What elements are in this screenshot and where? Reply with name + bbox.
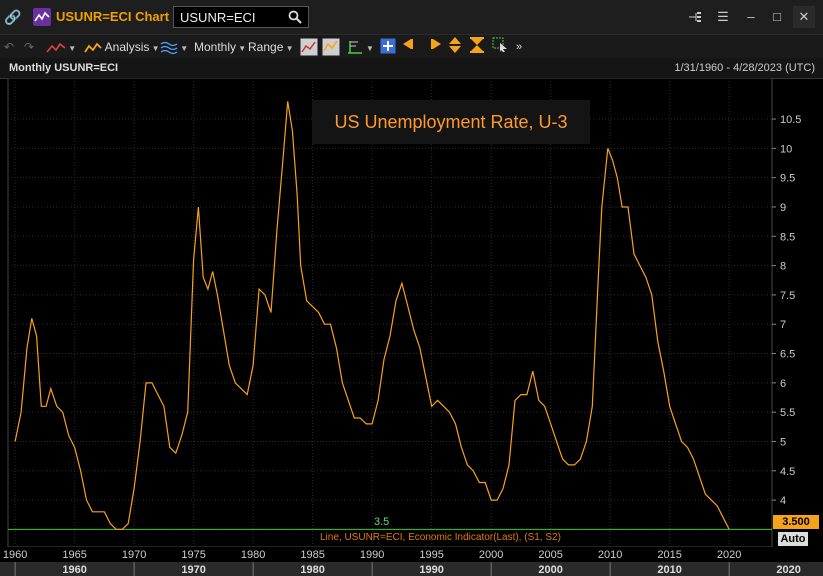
x-tick-label: 2020 xyxy=(717,549,741,561)
chart-header: Monthly USUNR=ECI 1/31/1960 - 4/28/2023 … xyxy=(0,58,823,79)
chevron-down-icon: ▼ xyxy=(236,44,247,53)
chart-app-icon xyxy=(33,8,51,26)
security-search-input[interactable] xyxy=(180,9,280,25)
chevron-down-icon[interactable]: ▼ xyxy=(366,44,374,53)
chart-date-range: 1/31/1960 - 4/28/2023 (UTC) xyxy=(674,62,815,74)
compare-chart-icon[interactable] xyxy=(322,38,340,58)
decade-label: 2010 xyxy=(657,564,681,576)
window-title: USUNR=ECI Chart xyxy=(56,9,170,24)
x-tick-label: 1980 xyxy=(241,549,265,561)
y-tick-label: 9 xyxy=(780,202,786,214)
x-tick-label: 1985 xyxy=(300,549,324,561)
decade-label: 1990 xyxy=(419,564,443,576)
range-label: Range xyxy=(248,40,284,54)
scroll-right-icon[interactable] xyxy=(424,37,442,57)
x-tick-label: 2000 xyxy=(479,549,503,561)
x-tick-label: 2015 xyxy=(657,549,681,561)
y-tick-label: 7 xyxy=(780,319,786,331)
chart-toolbar: ↶ ↷ ▼ Analysis ▼ ▼ Monthly ▼ Range ▼ ▼ xyxy=(0,34,823,59)
y-tick-label: 5 xyxy=(780,436,786,448)
y-tick-label: 8.5 xyxy=(780,231,795,243)
scroll-left-icon[interactable] xyxy=(402,37,420,57)
y-tick-label: 4 xyxy=(780,495,786,507)
decade-label: 1970 xyxy=(181,564,205,576)
undo-icon[interactable]: ↶ xyxy=(4,40,15,54)
select-cursor-icon[interactable] xyxy=(492,37,508,57)
zoom-vertical-icon[interactable] xyxy=(448,37,462,57)
tree-icon[interactable] xyxy=(684,6,706,28)
chevron-down-icon: ▼ xyxy=(178,44,189,53)
search-icon[interactable] xyxy=(288,10,302,24)
decade-label: 1960 xyxy=(62,564,86,576)
y-tick-label: 7.5 xyxy=(780,290,795,302)
hourglass-icon[interactable] xyxy=(470,37,484,57)
y-tick-label: 4.5 xyxy=(780,466,795,478)
reference-line-label: 3.5 xyxy=(374,516,390,528)
y-tick-label: 6.5 xyxy=(780,349,795,361)
chevron-down-icon: ▼ xyxy=(149,44,160,53)
link-icon[interactable]: 🔗 xyxy=(4,9,22,25)
plot-frame xyxy=(7,78,773,547)
line-style-button[interactable]: ▼ xyxy=(46,37,76,57)
x-tick-label: 1960 xyxy=(3,549,27,561)
series-line[interactable] xyxy=(14,101,730,530)
y-tick-label: 10.5 xyxy=(780,114,801,126)
chevron-down-icon: ▼ xyxy=(283,44,294,53)
close-icon[interactable]: ✕ xyxy=(793,6,815,28)
maximize-icon[interactable]: □ xyxy=(773,9,781,24)
range-dropdown[interactable]: Range ▼ xyxy=(248,37,294,57)
x-tick-label: 1970 xyxy=(122,549,146,561)
x-tick-label: 1975 xyxy=(181,549,205,561)
y-tick-label: 9.5 xyxy=(780,173,795,185)
more-icon[interactable]: » xyxy=(516,41,523,53)
chart-legend[interactable]: Line, USUNR=ECI, Economic Indicator(Last… xyxy=(320,532,561,543)
x-tick-label: 1995 xyxy=(419,549,443,561)
menu-icon[interactable]: ☰ xyxy=(717,9,729,24)
decade-bar xyxy=(0,562,823,576)
annotation-icon[interactable] xyxy=(346,38,364,58)
auto-scale-button[interactable]: Auto xyxy=(778,532,808,546)
analysis-label: Analysis xyxy=(104,40,150,54)
redo-icon[interactable]: ↷ xyxy=(24,40,35,54)
window-titlebar: 🔗 USUNR=ECI Chart ☰ – □ ✕ xyxy=(0,0,823,34)
decade-label: 2020 xyxy=(776,564,800,576)
security-search[interactable] xyxy=(173,6,309,28)
x-tick-label: 1965 xyxy=(62,549,86,561)
chart-series-title: Monthly USUNR=ECI xyxy=(9,62,119,74)
y-tick-label: 8 xyxy=(780,261,786,273)
x-tick-label: 2010 xyxy=(598,549,622,561)
last-value-label: 3.500 xyxy=(773,515,819,529)
chart-plot[interactable]: 4 4.5 5 5.5 6 6.5 7 7.5 8 8.5 9 9.5 10 10.5 xyxy=(0,78,823,547)
periodicity-dropdown[interactable]: Monthly ▼ xyxy=(194,37,246,57)
minimize-icon[interactable]: – xyxy=(747,9,755,24)
add-study-icon[interactable] xyxy=(380,38,396,58)
chart-title: US Unemployment Rate, U-3 xyxy=(334,112,568,132)
decade-label: 2000 xyxy=(538,564,562,576)
chart-title-box: US Unemployment Rate, U-3 xyxy=(312,100,590,144)
chevron-down-icon: ▼ xyxy=(66,44,77,53)
y-axis: 4 4.5 5 5.5 6 6.5 7 7.5 8 8.5 9 9.5 10 10.5 xyxy=(772,114,801,507)
chart-type-icon[interactable] xyxy=(300,38,318,58)
y-tick-label: 6 xyxy=(780,378,786,390)
wave-icon[interactable]: ▼ xyxy=(160,37,188,57)
y-tick-label: 5.5 xyxy=(780,407,795,419)
y-tick-label: 10 xyxy=(780,143,792,155)
decade-label: 1980 xyxy=(300,564,324,576)
periodicity-label: Monthly xyxy=(194,40,237,54)
x-axis: 1960 1965 1970 1975 1980 1985 1990 1995 2000 2005… xyxy=(0,547,823,576)
analysis-button[interactable]: Analysis ▼ xyxy=(84,37,160,57)
x-tick-label: 2005 xyxy=(538,549,562,561)
x-tick-label: 1990 xyxy=(360,549,384,561)
